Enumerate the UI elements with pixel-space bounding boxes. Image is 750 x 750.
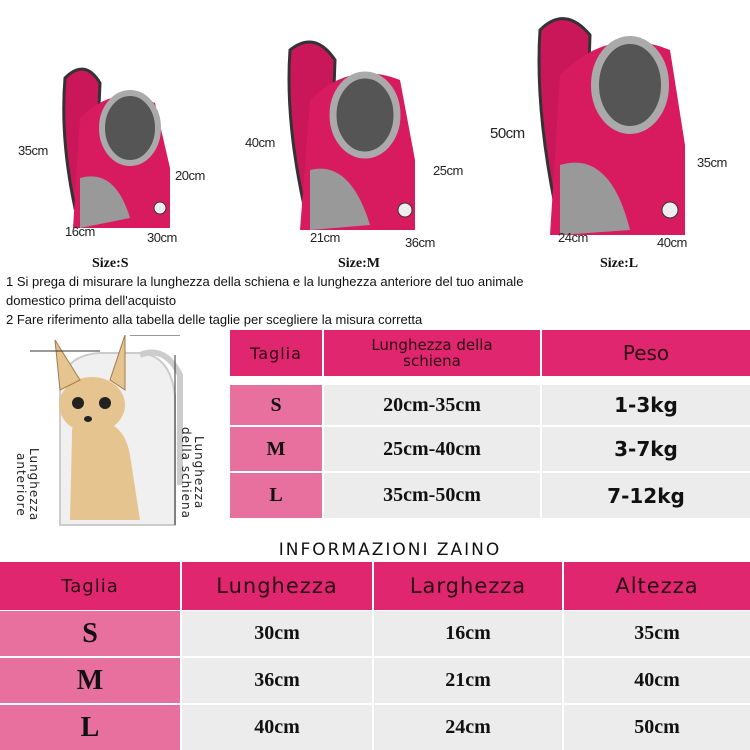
info-row-m-width: 21cm bbox=[374, 658, 562, 703]
s-height: 35cm bbox=[18, 143, 48, 158]
back-length-label: Lunghezza della schiena bbox=[179, 426, 206, 519]
info-row-s-size: S bbox=[0, 611, 180, 656]
l-front: 35cm bbox=[697, 155, 727, 170]
s-depth: 16cm bbox=[65, 224, 95, 239]
dog-in-backpack-image bbox=[30, 335, 183, 526]
size-table-header-weight: Peso bbox=[542, 330, 750, 376]
m-depth: 21cm bbox=[310, 230, 340, 245]
backpack-s-image bbox=[62, 67, 170, 228]
info-header-size: Taglia bbox=[0, 562, 180, 610]
info-row-s-height: 35cm bbox=[564, 611, 750, 656]
size-table-header-size: Taglia bbox=[230, 330, 322, 376]
info-title: INFORMAZIONI ZAINO bbox=[278, 540, 502, 560]
backpack-l-image bbox=[537, 17, 685, 235]
s-front: 20cm bbox=[175, 168, 205, 183]
info-row-l-height: 50cm bbox=[564, 705, 750, 750]
info-row-s-length: 30cm bbox=[182, 611, 372, 656]
size-table-header-back: Lunghezza della schiena bbox=[324, 330, 540, 376]
note-1-cont: domestico prima dell'acquisto bbox=[6, 293, 177, 308]
size-table-row-m-weight: 3-7kg bbox=[542, 427, 750, 471]
l-height: 50cm bbox=[490, 125, 525, 142]
info-row-m-size: M bbox=[0, 658, 180, 703]
l-width: 40cm bbox=[657, 235, 687, 250]
size-table-row-s-weight: 1-3kg bbox=[542, 385, 750, 425]
l-depth: 24cm bbox=[558, 230, 588, 245]
info-header-length: Lunghezza bbox=[182, 562, 372, 610]
size-table-row-m-size: M bbox=[230, 427, 322, 471]
s-width: 30cm bbox=[147, 230, 177, 245]
info-header-width: Larghezza bbox=[374, 562, 562, 610]
size-s-label: Size:S bbox=[92, 256, 129, 271]
size-table-row-l-back: 35cm-50cm bbox=[324, 473, 540, 518]
backpack-m-image bbox=[287, 40, 415, 230]
info-header-height: Altezza bbox=[564, 562, 750, 610]
front-length-label: Lunghezza anteriore bbox=[14, 448, 41, 522]
size-l-label: Size:L bbox=[600, 256, 639, 271]
size-table-row-l-weight: 7-12kg bbox=[542, 473, 750, 518]
info-row-m-length: 36cm bbox=[182, 658, 372, 703]
size-table-row-s-back: 20cm-35cm bbox=[324, 385, 540, 425]
note-1: 1 Si prega di misurare la lunghezza dell… bbox=[6, 274, 524, 289]
info-row-l-width: 24cm bbox=[374, 705, 562, 750]
note-2: 2 Fare riferimento alla tabella delle ta… bbox=[6, 312, 423, 327]
size-m-label: Size:M bbox=[338, 256, 380, 271]
info-row-s-width: 16cm bbox=[374, 611, 562, 656]
m-front: 25cm bbox=[433, 163, 463, 178]
m-width: 36cm bbox=[405, 235, 435, 250]
size-table-row-m-back: 25cm-40cm bbox=[324, 427, 540, 471]
m-height: 40cm bbox=[245, 135, 275, 150]
size-table-row-s-size: S bbox=[230, 385, 322, 425]
size-table-row-l-size: L bbox=[230, 473, 322, 518]
info-row-l-length: 40cm bbox=[182, 705, 372, 750]
info-row-l-size: L bbox=[0, 705, 180, 750]
info-row-m-height: 40cm bbox=[564, 658, 750, 703]
